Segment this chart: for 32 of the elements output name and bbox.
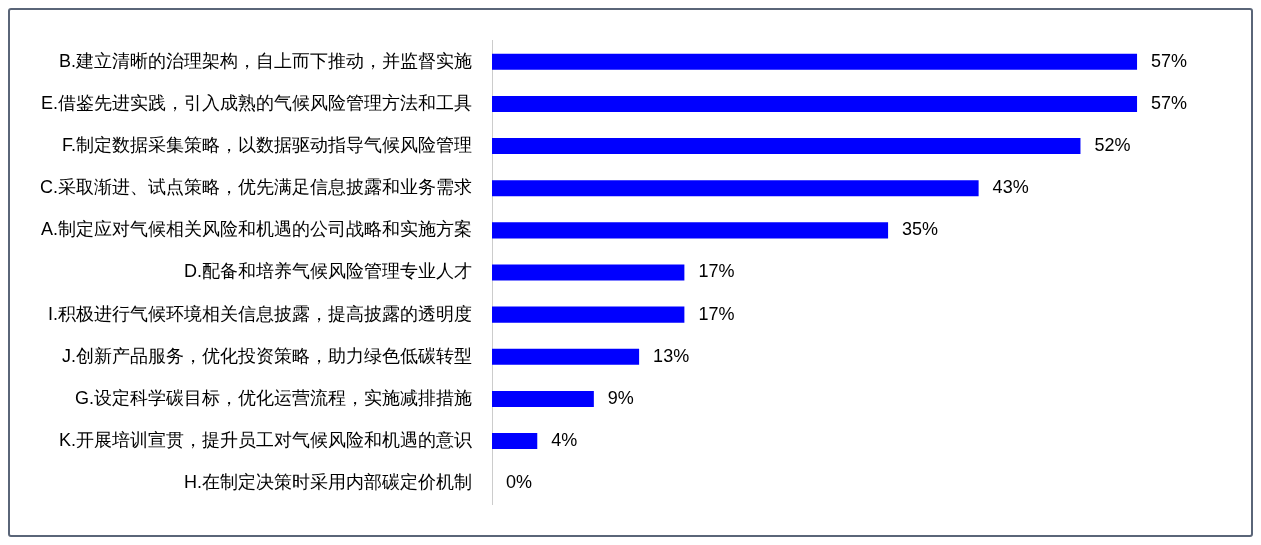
y-tick-label: B.建立清晰的治理架构，自上而下推动，并监督实施 xyxy=(58,50,472,71)
y-tick-label: J.创新产品服务，优化投资策略，助力绿色低碳转型 xyxy=(61,345,472,366)
y-tick-label: A.制定应对气候相关风险和机遇的公司战略和实施方案 xyxy=(40,219,472,240)
bar xyxy=(492,348,640,365)
bar xyxy=(492,95,1138,112)
y-tick-label: G.设定科学碳目标，优化运营流程，实施减排措施 xyxy=(74,387,472,408)
data-label: 43% xyxy=(992,177,1029,198)
data-label: 4% xyxy=(551,429,578,450)
y-tick-label: H.在制定决策时采用内部碳定价机制 xyxy=(184,472,472,493)
data-label: 52% xyxy=(1094,135,1131,156)
data-label: 13% xyxy=(653,345,690,366)
bar xyxy=(492,433,538,450)
data-label: 57% xyxy=(1151,50,1188,71)
data-label: 17% xyxy=(698,261,735,282)
y-tick-label: C.采取渐进、试点策略，优先满足信息披露和业务需求 xyxy=(40,177,472,198)
y-tick-label: D.配备和培养气候风险管理专业人才 xyxy=(184,261,472,282)
bar xyxy=(492,53,1138,70)
y-tick-label: F.制定数据采集策略，以数据驱动指导气候风险管理 xyxy=(61,135,472,156)
bar xyxy=(492,180,979,197)
data-label: 35% xyxy=(902,219,939,240)
y-tick-label: E.借鉴先进实践，引入成熟的气候风险管理方法和工具 xyxy=(40,92,472,113)
data-label: 17% xyxy=(698,303,735,324)
data-label: 9% xyxy=(607,387,634,408)
y-tick-label: K.开展培训宣贯，提升员工对气候风险和机遇的意识 xyxy=(58,429,472,450)
data-label: 57% xyxy=(1151,92,1188,113)
bar xyxy=(492,390,594,407)
bar xyxy=(492,306,685,323)
bar xyxy=(492,264,685,281)
data-label: 0% xyxy=(506,472,533,493)
y-tick-label: I.积极进行气候环境相关信息披露，提高披露的透明度 xyxy=(47,303,472,324)
bar xyxy=(492,222,889,239)
bar xyxy=(492,138,1081,155)
